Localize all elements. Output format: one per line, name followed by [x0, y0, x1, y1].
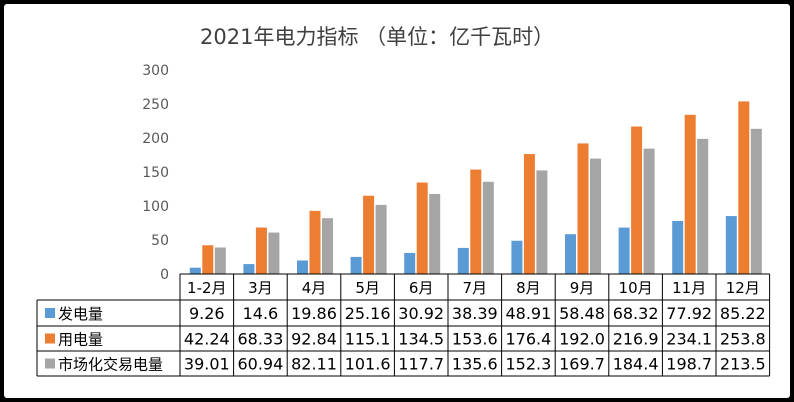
category-label: 8月 — [516, 279, 541, 297]
bar-1-8月 — [511, 240, 523, 274]
y-tick-label: 250 — [142, 97, 169, 113]
data-label: 169.7 — [559, 355, 605, 374]
data-label: 101.6 — [345, 355, 391, 374]
bar-1-3月 — [243, 264, 255, 274]
legend-label-3: 市场化交易电量 — [58, 356, 163, 374]
bar-2-10月 — [631, 126, 643, 275]
bar-1-9月 — [565, 234, 576, 274]
data-label: 85.22 — [720, 304, 766, 323]
bar-1-7月 — [457, 247, 469, 274]
data-label: 48.91 — [505, 304, 551, 323]
data-label: 14.6 — [243, 304, 279, 323]
data-table-lines — [36, 273, 771, 377]
data-label: 192.0 — [559, 330, 605, 349]
data-label: 19.86 — [291, 304, 337, 323]
chart-frame: 2021年电力指标 （单位：亿千瓦时） 0 50 100 150 200 250 300 1… — [4, 4, 790, 398]
bar-2-11月 — [684, 114, 696, 274]
bar-2-6月 — [416, 182, 428, 274]
category-label: 10月 — [619, 279, 653, 297]
y-tick-label: 150 — [142, 165, 169, 181]
data-label: 117.7 — [398, 355, 444, 374]
category-label: 6月 — [409, 279, 434, 297]
data-label: 92.84 — [291, 330, 337, 349]
legend-key-3 — [45, 358, 55, 369]
data-label: 134.5 — [398, 330, 444, 349]
bar-1-11月 — [672, 221, 684, 274]
data-label: 38.39 — [452, 304, 498, 323]
data-label: 216.9 — [613, 330, 659, 349]
bar-2-3月 — [255, 227, 267, 274]
bar-1-5月 — [350, 256, 362, 274]
category-label: 4月 — [302, 279, 327, 297]
bar-3-5月 — [375, 204, 387, 274]
category-label: 5月 — [355, 279, 380, 297]
data-label: 184.4 — [613, 355, 659, 374]
legend-key-1 — [45, 308, 55, 318]
data-label: 39.01 — [184, 355, 230, 374]
data-label: 135.6 — [452, 355, 498, 374]
bar-1-6月 — [404, 252, 416, 274]
data-label: 176.4 — [505, 330, 551, 349]
legend-key-2 — [45, 333, 55, 344]
y-tick-label: 300 — [142, 63, 169, 79]
bar-1-10月 — [618, 227, 630, 274]
bar-1-1-2月 — [189, 267, 201, 274]
bar-2-9月 — [577, 143, 589, 274]
data-label: 42.24 — [184, 330, 230, 349]
bar-2-12月 — [738, 101, 750, 274]
bar-2-7月 — [470, 169, 482, 274]
data-label: 198.7 — [666, 355, 712, 374]
legend-label-1: 发电量 — [58, 305, 103, 323]
data-label: 30.92 — [398, 304, 444, 323]
y-axis: 0 50 100 150 200 250 300 — [142, 63, 169, 283]
data-label: 58.48 — [559, 304, 605, 323]
bar-2-1-2月 — [202, 245, 214, 274]
bar-3-10月 — [643, 148, 655, 274]
category-label: 11月 — [672, 279, 706, 297]
bar-2-4月 — [309, 210, 321, 274]
data-label: 68.32 — [613, 304, 659, 323]
bar-3-8月 — [536, 170, 548, 274]
data-label: 115.1 — [345, 330, 391, 349]
category-label: 1-2月 — [187, 279, 227, 297]
data-label: 77.92 — [666, 304, 712, 323]
bar-2-5月 — [363, 195, 375, 274]
bars — [189, 101, 762, 275]
y-tick-label: 0 — [160, 267, 169, 283]
bar-3-3月 — [268, 232, 280, 274]
bar-3-12月 — [750, 128, 762, 274]
y-tick-label: 200 — [142, 131, 169, 147]
chart-title: 2021年电力指标 （单位：亿千瓦时） — [200, 25, 554, 49]
data-label: 9.26 — [189, 304, 225, 323]
data-label: 213.5 — [720, 355, 766, 374]
data-label: 152.3 — [505, 355, 551, 374]
data-label: 153.6 — [452, 330, 498, 349]
category-label: 9月 — [570, 279, 595, 297]
y-tick-label: 100 — [142, 199, 169, 215]
bar-3-1-2月 — [214, 247, 226, 274]
data-label: 82.11 — [291, 355, 337, 374]
bar-1-4月 — [297, 260, 308, 274]
category-label: 7月 — [463, 279, 488, 297]
bar-2-8月 — [523, 154, 535, 274]
bar-1-12月 — [725, 216, 737, 274]
data-label: 68.33 — [237, 330, 283, 349]
bar-3-6月 — [429, 193, 441, 274]
category-label: 3月 — [248, 279, 273, 297]
data-label: 25.16 — [345, 304, 391, 323]
legend-label-2: 用电量 — [58, 331, 103, 349]
y-tick-label: 50 — [151, 233, 169, 249]
chart-svg: 2021年电力指标 （单位：亿千瓦时） 0 50 100 150 200 250 300 1… — [36, 25, 771, 377]
data-label: 253.8 — [720, 330, 766, 349]
data-label: 234.1 — [666, 330, 712, 349]
bar-3-4月 — [322, 218, 333, 274]
bar-3-7月 — [482, 181, 494, 274]
bar-3-11月 — [697, 138, 709, 274]
data-label: 60.94 — [237, 355, 283, 374]
category-label: 12月 — [726, 279, 760, 297]
bar-3-9月 — [590, 158, 601, 274]
